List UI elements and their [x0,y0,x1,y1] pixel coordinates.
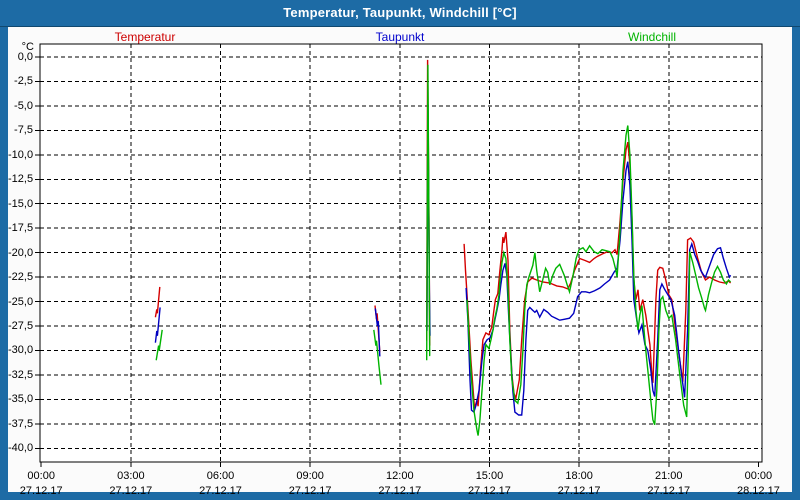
y-tick-label: -25,0 [8,295,34,308]
plot-svg [35,43,763,467]
y-tick-label: -27,5 [8,320,34,333]
y-tick-label: -20,0 [8,246,34,259]
y-axis-unit: °C [21,41,34,53]
x-tick-time: 18:00 [565,470,593,482]
y-tick-label: -40,0 [8,442,34,455]
x-tick-time: 06:00 [206,470,235,482]
series-line-taupunkt [465,161,732,416]
x-tick-time: 15:00 [475,470,504,482]
series-line-taupunkt [154,307,161,343]
x-tick-date: 27.12.17 [288,485,332,497]
x-tick-time: 00:00 [27,470,55,482]
y-tick-label: -37,5 [8,417,34,430]
window-frame-bottom [0,492,800,500]
y-tick-label: -5,0 [14,99,33,112]
y-tick-label: -10,0 [8,148,34,161]
y-tick-label: -32,5 [8,368,34,381]
series-line-windchill [373,329,382,385]
x-tick-time: 09:00 [296,470,324,482]
legend-item-temperatur: Temperatur [114,30,176,44]
title-bar: Temperatur, Taupunkt, Windchill [°C] [0,0,800,27]
x-tick-date: 27.12.17 [19,485,63,497]
y-tick-label: -15,0 [8,197,34,210]
series-line-windchill [155,329,163,361]
legend-item-windchill: Windchill [627,30,677,44]
x-tick-time: 00:00 [744,470,773,482]
y-tick-label: -35,0 [8,393,34,406]
x-tick-date: 27.12.17 [378,485,422,497]
series-line-windchill [466,125,732,436]
x-tick-date: 27.12.17 [468,485,511,497]
y-tick-label: -2,5 [14,75,33,88]
series-line-taupunkt [374,308,381,357]
y-tick-label: 0,0 [17,51,33,63]
series-line-windchill [426,64,431,361]
window-frame-left [0,27,8,500]
legend-item-taupunkt: Taupunkt [375,30,425,44]
chart-area: Temperatur Taupunkt Windchill °C 0,0 -2,5… [8,27,792,497]
window-title: Temperatur, Taupunkt, Windchill [°C] [283,5,517,20]
x-tick-date: 27.12.17 [647,485,691,497]
y-tick-label: -17,5 [8,222,34,235]
x-tick-date: 27.12.17 [199,485,242,497]
x-tick-time: 03:00 [117,470,145,482]
x-tick-time: 12:00 [386,470,414,482]
y-tick-label: -30,0 [8,344,34,357]
x-tick-time: 21:00 [654,470,683,482]
x-tick-date: 28.12.17 [736,485,780,497]
x-tick-date: 27.12.17 [557,485,601,497]
x-tick-date: 27.12.17 [109,485,153,497]
window-frame-right [792,27,800,500]
y-tick-label: -12,5 [8,173,34,186]
y-tick-label: -7,5 [14,124,33,137]
series-line-temperatur [154,286,161,318]
y-tick-label: -22,5 [8,271,34,284]
